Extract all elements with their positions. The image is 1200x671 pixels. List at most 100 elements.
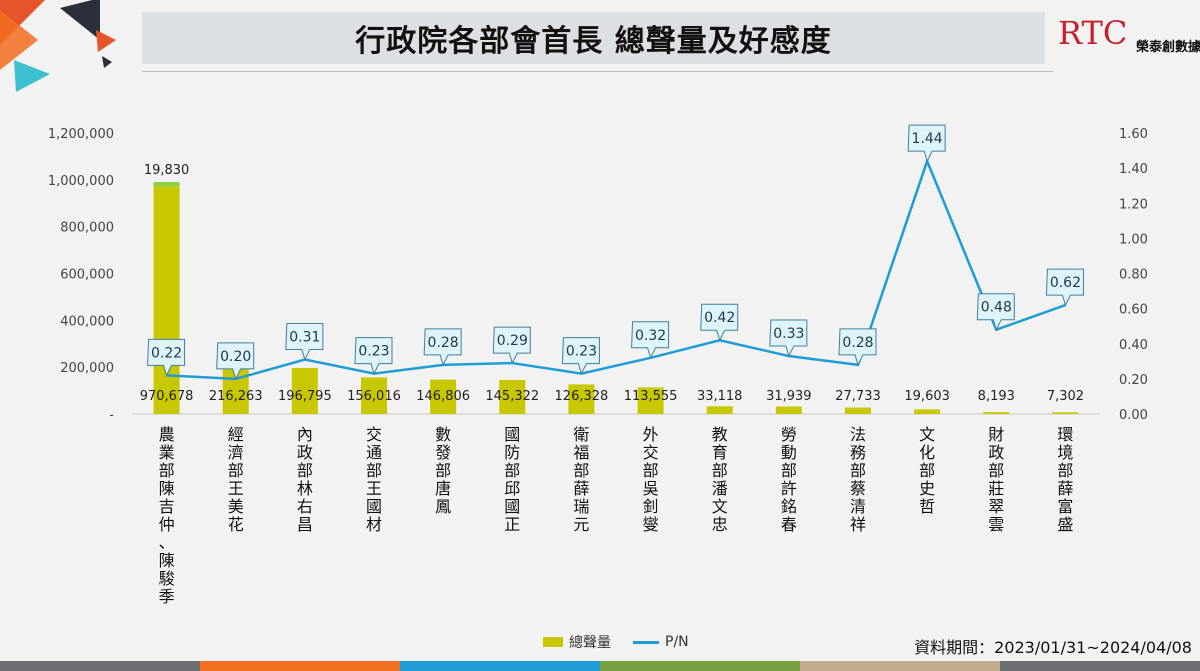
volume-bar: [775, 406, 802, 414]
pn-label: 0.28: [428, 335, 459, 351]
legend: 總聲量 P/N: [543, 632, 689, 652]
pn-label: 0.48: [981, 300, 1012, 316]
volume-label: 31,939: [766, 389, 812, 404]
volume-label: 113,555: [624, 389, 678, 404]
left-tick-label: 200,000: [60, 361, 114, 376]
pn-callout: [838, 328, 877, 367]
volume-bars: [153, 182, 1079, 414]
volume-labels: 970,678 216,263 196,795 156,016 146,806 145,3…: [140, 163, 1084, 404]
category-label: 農業部陳吉仲、陳駿季: [159, 425, 175, 606]
footer-stripe: [0, 661, 1200, 671]
left-tick-label: 400,000: [60, 314, 114, 329]
right-tick-label: 1.00: [1119, 232, 1148, 247]
title-banner: 行政院各部會首長 總聲量及好感度: [142, 12, 1045, 64]
right-tick-label: 1.40: [1119, 162, 1148, 177]
volume-bar: [499, 379, 526, 414]
right-tick-label: 0.80: [1119, 268, 1148, 283]
volume-bar: [845, 407, 871, 414]
pn-callout: [285, 323, 324, 361]
left-tick-label: 800,000: [60, 221, 114, 236]
volume-bar: [1052, 412, 1079, 414]
pn-callout: [769, 319, 808, 358]
right-tick-label: 0.40: [1119, 338, 1148, 353]
category-label: 數發部唐鳳: [435, 425, 451, 516]
pn-callout: [907, 124, 946, 163]
pn-label: 0.28: [842, 335, 873, 351]
pn-label: 1.44: [912, 131, 943, 147]
category-label: 環境部薛富盛: [1057, 425, 1073, 534]
footer-stripe-segment: [600, 661, 800, 671]
footer-stripe-segment: [1000, 661, 1200, 671]
category-label: 內政部林右昌: [297, 425, 313, 534]
pn-callout: [1045, 268, 1084, 307]
volume-label: 146,806: [416, 389, 470, 404]
volume-bar: [983, 412, 1010, 414]
left-axis-ticks: - 200,000 400,000 600,000 800,000 1,000,000 1,…: [48, 127, 114, 423]
volume-label: 145,322: [485, 389, 539, 404]
pn-label: 0.23: [358, 344, 389, 360]
pn-label: 0.29: [497, 333, 528, 349]
footer-stripe-segment: [400, 661, 600, 671]
category-label: 外交部吳釗燮: [643, 425, 659, 534]
pn-label: 0.31: [289, 330, 320, 346]
pn-label: 0.42: [704, 310, 735, 326]
volume-label: 33,118: [697, 389, 743, 404]
volume-bar-top-segment: [153, 182, 180, 187]
right-tick-label: 0.20: [1119, 373, 1148, 388]
data-period: 資料期間：2023/01/31~2024/04/08: [914, 638, 1192, 657]
legend-swatch-volume: [543, 637, 563, 647]
corner-decoration: [0, 0, 116, 92]
volume-bar: [706, 406, 733, 414]
right-tick-label: 1.20: [1119, 197, 1148, 212]
pn-label: 0.32: [635, 328, 666, 344]
legend-label-volume: 總聲量: [569, 635, 611, 651]
pn-label: 0.22: [151, 345, 182, 361]
volume-bar: [361, 377, 387, 414]
right-tick-label: 0.60: [1119, 303, 1148, 318]
category-label: 財政部莊翠雲: [988, 425, 1004, 534]
volume-label: 156,016: [347, 389, 401, 404]
category-label: 交通部王國材: [366, 425, 382, 534]
right-axis-ticks: 0.00 0.20 0.40 0.60 0.80 1.00 1.20 1.40 1.60: [1119, 127, 1148, 423]
pn-label: 0.23: [566, 344, 597, 360]
pn-label: 0.33: [773, 326, 804, 342]
pn-callout: [700, 303, 739, 342]
volume-label: 8,193: [978, 389, 1015, 404]
pn-callout: [147, 338, 186, 377]
volume-label: 27,733: [835, 389, 881, 404]
category-label: 法務部蔡清祥: [850, 425, 866, 534]
stacked-top-label: 19,830: [144, 163, 190, 178]
chart-title: 行政院各部會首長 總聲量及好感度: [355, 24, 832, 59]
category-label: 衛福部薛瑞元: [573, 425, 589, 534]
pn-line: [166, 157, 1066, 381]
left-tick-label: 1,000,000: [48, 174, 114, 189]
logo-brand: RTC: [1058, 14, 1128, 52]
volume-label: 970,678: [140, 389, 194, 404]
category-labels: 農業部陳吉仲、陳駿季 經濟部王美花 內政部林右昌 交通部王國材 數發部唐鳳 國防部邱國正 衛…: [159, 425, 1074, 606]
volume-label: 216,263: [209, 389, 263, 404]
pn-callouts: 0.22 0.20 0.31 0.23 0.28 0.29 0.23 0.32 0.42 0.33…: [147, 124, 1084, 381]
footer-stripe-segment: [0, 661, 200, 671]
left-tick-label: 600,000: [60, 268, 114, 283]
right-tick-label: 1.60: [1119, 127, 1148, 142]
category-label: 教育部潘文忠: [712, 425, 728, 534]
volume-label: 196,795: [278, 389, 332, 404]
footer-stripe-segment: [200, 661, 400, 671]
pn-callout: [354, 337, 393, 375]
title-divider: [142, 71, 1053, 72]
brand-logo: RTC 榮泰創數據: [1058, 14, 1200, 62]
legend-label-pn: P/N: [665, 634, 689, 650]
pn-label: 0.62: [1050, 275, 1081, 291]
volume-bar: [568, 384, 595, 414]
legend-swatch-pn: [633, 640, 659, 644]
pn-callout: [561, 337, 600, 375]
pn-callout: [216, 342, 255, 381]
pn-callout: [976, 293, 1015, 332]
pn-label: 0.20: [220, 349, 251, 365]
pn-callout: [492, 326, 531, 365]
volume-bar: [153, 186, 180, 414]
category-label: 文化部史哲: [919, 425, 935, 516]
pn-callout: [631, 321, 670, 360]
category-label: 勞動部許銘春: [781, 425, 797, 534]
